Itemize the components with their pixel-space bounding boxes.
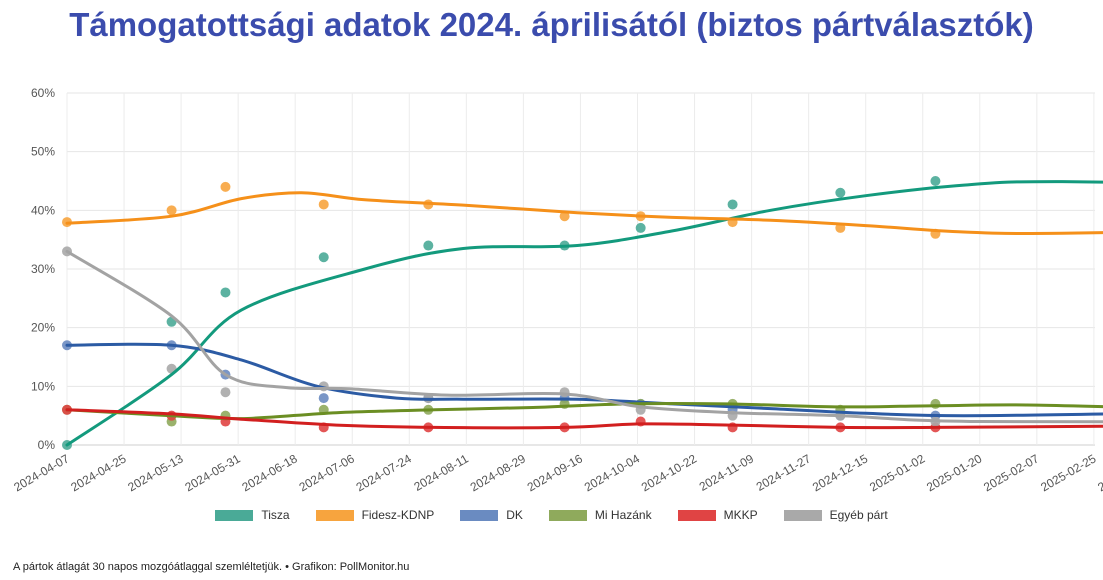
footnote: A pártok átlagát 30 napos mozgóátlaggal … (13, 561, 410, 573)
y-tick-label: 50% (31, 145, 55, 159)
legend-label: Fidesz-KDNP (361, 508, 435, 522)
legend-item-fidesz-kdnp[interactable]: Fidesz-KDNP (315, 508, 435, 522)
line-tisza (65, 180, 1103, 447)
legend-item-tisza[interactable]: Tisza (215, 508, 290, 522)
x-tick-label: 2024-05-31 (182, 451, 242, 494)
x-tick-label: 2024-11-09 (697, 451, 757, 494)
chart-title: Támogatottsági adatok 2024. áprilisától … (69, 6, 1034, 43)
trend-lines (65, 180, 1103, 447)
line-fidesz-kdnp (65, 191, 1103, 235)
x-tick-label: 2025-03-15 (1095, 451, 1103, 494)
x-tick-label: 2025-01-02 (867, 451, 927, 494)
line-dk (65, 342, 1103, 418)
point-tisza (423, 240, 434, 251)
point-dk (318, 393, 329, 404)
point-tisza (930, 176, 941, 186)
y-axis-labels: 0% 10% 20% 30% 40% 50% 60% (31, 86, 55, 452)
point-fidesz-kdnp (559, 211, 570, 222)
x-tick-label: 2025-01-20 (924, 451, 984, 494)
y-tick-label: 20% (31, 321, 55, 335)
point-tisza (835, 187, 846, 198)
legend-swatch (215, 509, 254, 521)
x-axis-labels: 2024-04-072024-04-252024-05-132024-05-31… (11, 451, 1103, 494)
legend-item-mkkp[interactable]: MKKP (677, 508, 758, 522)
point-egyeb-part (220, 387, 231, 398)
point-mi-hazank (930, 398, 941, 409)
legend-item-dk[interactable]: DK (460, 508, 523, 522)
x-tick-label: 2024-07-06 (297, 451, 357, 494)
point-tisza (635, 222, 646, 233)
grid-lines (66, 92, 1095, 446)
point-tisza (318, 252, 329, 263)
x-tick-label: 2024-10-22 (639, 451, 699, 494)
x-tick-label: 2024-12-15 (810, 451, 870, 494)
x-tick-label: 2024-05-13 (125, 451, 185, 494)
point-fidesz-kdnp (220, 181, 231, 192)
legend-item-egyeb-part[interactable]: Egyéb párt (783, 508, 888, 522)
y-tick-label: 60% (31, 86, 55, 100)
legend-swatch (783, 509, 822, 521)
line-egyeb-part (65, 249, 1103, 424)
legend-label: Egyéb párt (829, 508, 888, 522)
line-mkkp (65, 408, 1103, 430)
x-tick-label: 2024-08-29 (468, 451, 528, 494)
legend-swatch (677, 509, 716, 521)
point-fidesz-kdnp (318, 199, 329, 210)
legend-label: Tisza (261, 508, 290, 522)
point-tisza (727, 199, 738, 210)
legend-swatch (548, 509, 587, 521)
x-tick-label: 2024-10-04 (582, 451, 642, 494)
y-tick-label: 30% (31, 262, 55, 276)
y-tick-label: 0% (38, 438, 56, 452)
legend-swatch (460, 509, 499, 521)
x-tick-label: 2025-02-25 (1038, 451, 1098, 494)
x-tick-label: 2024-04-07 (11, 451, 71, 494)
legend-label: DK (506, 508, 523, 522)
legend-swatch (315, 509, 354, 521)
legend-item-mi-hazank[interactable]: Mi Hazánk (548, 508, 652, 522)
point-fidesz-kdnp (166, 205, 177, 216)
y-tick-label: 40% (31, 203, 55, 217)
chart-legend: Tisza Fidesz-KDNP DK Mi Hazánk MKKP Egyéb pár… (0, 508, 1103, 522)
x-tick-label: 2024-08-11 (411, 451, 471, 494)
line-mi-hazank (65, 401, 1103, 421)
legend-label: Mi Hazánk (594, 508, 652, 522)
x-tick-label: 2025-02-07 (981, 451, 1041, 494)
legend-label: MKKP (723, 508, 758, 522)
y-tick-label: 10% (31, 379, 55, 393)
line-chart: 0% 10% 20% 30% 40% 50% 60% 2024-04-072024-04-2… (11, 86, 1103, 494)
x-tick-label: 2024-11-27 (754, 451, 814, 494)
x-tick-label: 2024-04-25 (68, 451, 128, 494)
x-tick-label: 2024-06-18 (240, 451, 300, 494)
point-tisza (220, 287, 231, 298)
x-tick-label: 2024-09-16 (525, 451, 585, 494)
x-tick-label: 2024-07-24 (354, 451, 414, 494)
